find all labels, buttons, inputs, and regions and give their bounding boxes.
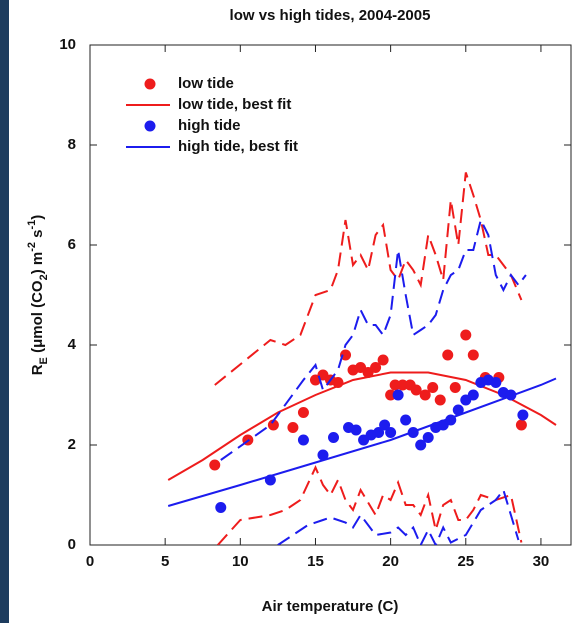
legend-label: high tide <box>178 117 241 134</box>
x-tick-label: 30 <box>533 553 550 570</box>
y-tick-label: 2 <box>68 436 76 453</box>
legend-label: high tide, best fit <box>178 138 298 155</box>
data-point <box>297 407 309 418</box>
data-point <box>452 404 464 416</box>
y-axis-label-part: E <box>38 357 50 364</box>
x-tick-label: 15 <box>307 553 324 570</box>
legend-label: low tide <box>178 75 234 92</box>
data-point <box>422 432 434 443</box>
data-point <box>400 414 412 426</box>
data-point <box>373 427 385 438</box>
data-point <box>490 377 502 388</box>
data-point <box>340 349 352 361</box>
legend-marker <box>144 120 156 132</box>
plot-frame <box>89 44 572 546</box>
legend-label: low tide, best fit <box>178 96 291 113</box>
data-point <box>328 432 340 443</box>
y-axis-label-part: -1 <box>26 220 38 230</box>
y-axis-label-part: ) <box>29 215 46 220</box>
data-point <box>397 379 409 391</box>
x-tick-label: 0 <box>86 553 94 570</box>
data-point <box>449 382 461 393</box>
x-axis-label: Air temperature (C) <box>262 598 399 615</box>
data-point <box>410 384 422 396</box>
y-axis-label: RE (μmol (CO2) m-2 s-1) <box>26 215 50 376</box>
y-axis-label-part: ) m <box>29 252 46 275</box>
left-border <box>0 0 9 623</box>
x-tick-label: 25 <box>457 553 474 570</box>
y-tick-label: 8 <box>68 136 76 153</box>
data-point <box>350 424 362 436</box>
data-point <box>385 427 397 438</box>
bound-line <box>277 487 520 545</box>
x-tick-label: 5 <box>161 553 169 570</box>
data-point <box>267 419 279 431</box>
y-axis-label-part: s <box>29 230 46 243</box>
y-tick-label: 4 <box>68 336 77 353</box>
data-point <box>415 439 427 451</box>
data-point <box>379 419 391 431</box>
data-point <box>297 434 309 446</box>
data-point <box>287 422 299 433</box>
data-point <box>460 329 472 341</box>
data-point <box>442 349 454 361</box>
data-point <box>517 409 529 421</box>
data-point <box>419 389 431 401</box>
data-point <box>467 349 479 361</box>
data-point <box>215 502 227 513</box>
bound-line <box>217 465 523 545</box>
legend-marker <box>144 78 156 90</box>
data-point <box>389 379 401 391</box>
y-axis-label-part: 2 <box>38 274 50 280</box>
data-point <box>515 419 527 431</box>
data-point <box>385 389 397 401</box>
bound-line <box>214 172 523 386</box>
y-tick-label: 10 <box>59 36 76 53</box>
data-point <box>467 389 479 401</box>
y-tick-label: 0 <box>68 536 76 553</box>
y-axis-label-part: (μmol (CO <box>29 280 46 357</box>
fit-line <box>167 371 557 481</box>
x-tick-label: 20 <box>382 553 399 570</box>
data-point <box>427 382 439 393</box>
chart-title: low vs high tides, 2004-2005 <box>230 7 431 24</box>
fit-line <box>167 377 557 507</box>
data-point <box>434 394 446 406</box>
x-tick-label: 10 <box>232 553 249 570</box>
y-axis-label-part: R <box>29 364 46 375</box>
data-point <box>377 354 389 366</box>
data-point <box>317 449 329 461</box>
y-axis-label-part: -2 <box>26 242 38 252</box>
data-point <box>209 459 221 471</box>
data-point <box>392 389 404 401</box>
data-point <box>370 362 382 373</box>
y-tick-label: 6 <box>68 236 76 253</box>
bound-line <box>220 217 527 461</box>
